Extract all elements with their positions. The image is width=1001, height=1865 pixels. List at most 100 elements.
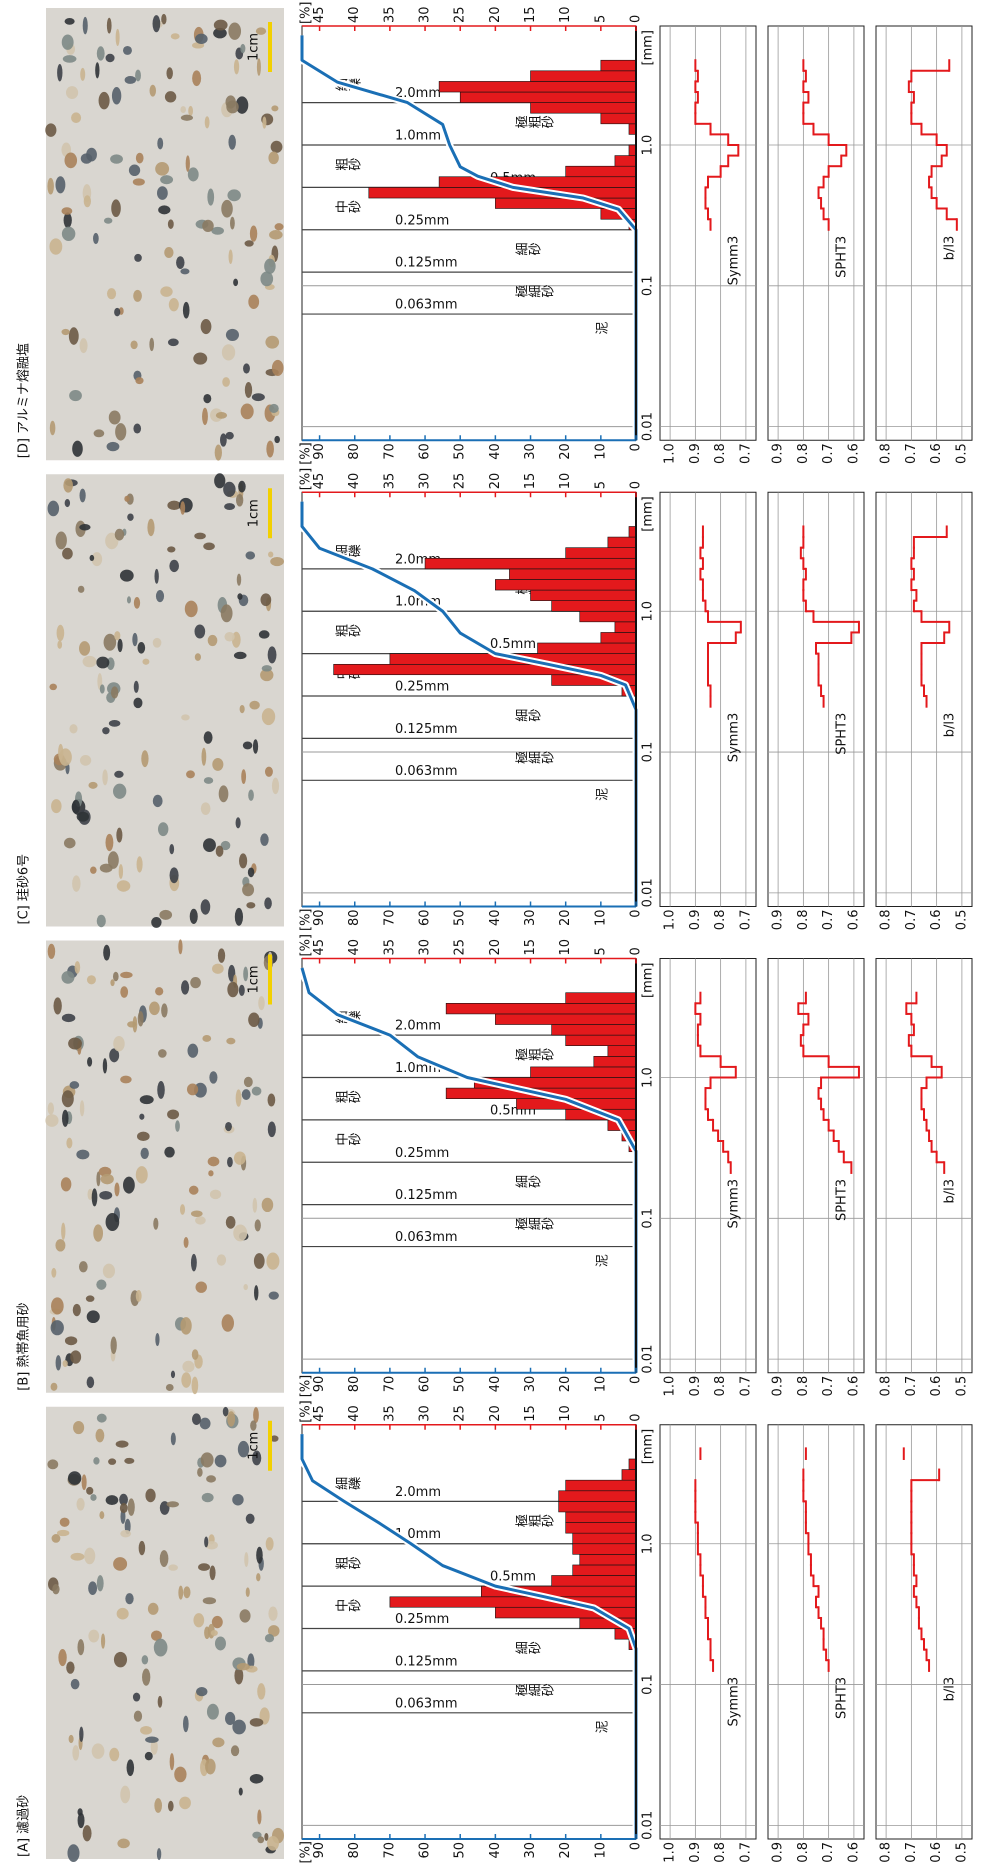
pebble — [223, 1407, 229, 1417]
x-tick-label: 1.0 — [641, 135, 656, 156]
pebble — [104, 218, 112, 224]
pebble — [256, 1547, 263, 1564]
pebble — [96, 1279, 106, 1289]
pebble — [204, 731, 213, 743]
pebble — [250, 1420, 256, 1430]
pebble — [201, 319, 212, 334]
pebble — [174, 1767, 186, 1783]
pebble — [127, 596, 131, 603]
pebble — [202, 220, 214, 232]
y2-tick-label: 20 — [488, 939, 503, 956]
pebble — [137, 856, 143, 872]
pebble — [136, 153, 144, 164]
pebble — [268, 1122, 276, 1138]
pebble — [140, 1095, 154, 1104]
pebble — [79, 641, 90, 656]
shape-y-tick-label: 0.8 — [879, 1376, 894, 1397]
pebble — [192, 1413, 201, 1425]
pebble — [66, 1138, 72, 1149]
pebble — [45, 123, 56, 137]
pebble — [90, 1494, 96, 1501]
shape-plot-label: Symm3 — [727, 1179, 742, 1229]
pebble — [72, 800, 80, 814]
frequency-bar — [615, 156, 636, 167]
pebble — [92, 1188, 98, 1206]
pebble — [195, 653, 201, 661]
pebble — [237, 593, 242, 600]
y-tick-label: 20 — [558, 1842, 573, 1859]
y2-tick-label: 5 — [593, 1413, 608, 1421]
pebble — [212, 758, 223, 771]
shape-y-tick-label: 0.5 — [954, 443, 969, 464]
pebble — [225, 1122, 232, 1131]
pebble — [108, 1458, 116, 1465]
pebble — [210, 1190, 221, 1200]
pebble — [182, 1361, 194, 1373]
pebble — [70, 1081, 80, 1089]
pebble — [225, 95, 235, 108]
pebble — [191, 1210, 203, 1217]
pebble — [62, 1110, 69, 1127]
pebble — [134, 254, 142, 262]
pebble — [105, 834, 113, 851]
pebble — [169, 298, 179, 311]
frequency-bar — [552, 1575, 636, 1586]
frequency-bar — [594, 1056, 636, 1067]
frequency-bar — [615, 622, 636, 633]
shape-y-tick-label: 0.8 — [796, 1376, 811, 1397]
pebble — [181, 115, 193, 121]
shape-y-tick-label: 0.7 — [738, 910, 753, 931]
pebble — [190, 977, 201, 988]
y-axis-label: [%] — [299, 1841, 314, 1864]
pebble — [253, 739, 258, 753]
pebble — [178, 1586, 183, 1600]
y-tick-label: 40 — [488, 1376, 503, 1393]
pebble — [125, 76, 136, 84]
y2-tick-label: 40 — [347, 473, 362, 490]
pebble — [223, 482, 235, 497]
pebble — [72, 875, 80, 891]
x-axis-label: [mm] — [641, 1429, 656, 1464]
pebble — [237, 1663, 250, 1670]
pebble — [80, 1100, 84, 1116]
pebble — [202, 748, 207, 766]
pebble — [254, 1285, 258, 1300]
pebble — [268, 1094, 276, 1107]
pebble — [214, 20, 228, 31]
y2-tick-label: 25 — [453, 1405, 468, 1422]
size-class-label: 泥 — [595, 1721, 608, 1737]
frequency-bar — [573, 1533, 636, 1544]
pebble — [201, 1452, 214, 1467]
pebble — [106, 1495, 119, 1505]
size-class-label: 極粗砂 — [514, 116, 554, 132]
size-class-label: 粗砂 — [335, 624, 361, 640]
pebble — [65, 1336, 77, 1345]
pebble — [230, 217, 235, 230]
pebble — [113, 972, 119, 982]
pebble — [256, 1573, 260, 1581]
shape-plot-label: SPHT3 — [835, 1179, 850, 1221]
pebble — [84, 1548, 95, 1565]
shape-y-tick-label: 0.7 — [821, 910, 836, 931]
boundary-label: 0.5mm — [490, 1570, 536, 1585]
pebble — [80, 489, 86, 503]
pebble — [80, 755, 91, 766]
y2-tick-label: 30 — [418, 473, 433, 490]
pebble — [268, 151, 278, 164]
pebble — [137, 642, 145, 654]
pebble — [77, 812, 89, 822]
pebble — [197, 1468, 203, 1477]
x-axis-label: [mm] — [641, 963, 656, 998]
shape-y-tick-label: 0.5 — [954, 1376, 969, 1397]
y-tick-label: 0 — [629, 910, 644, 918]
photo — [46, 1407, 284, 1859]
pebble — [254, 1253, 265, 1269]
pebble — [99, 1191, 112, 1200]
pebble — [115, 423, 126, 440]
shape-y-tick-label: 1.0 — [663, 1376, 678, 1397]
pebble — [268, 646, 277, 663]
shape-y-tick-label: 0.9 — [771, 910, 786, 931]
pebble — [92, 1743, 105, 1758]
scale-label: 1cm — [247, 33, 262, 61]
pebble — [69, 1735, 74, 1743]
